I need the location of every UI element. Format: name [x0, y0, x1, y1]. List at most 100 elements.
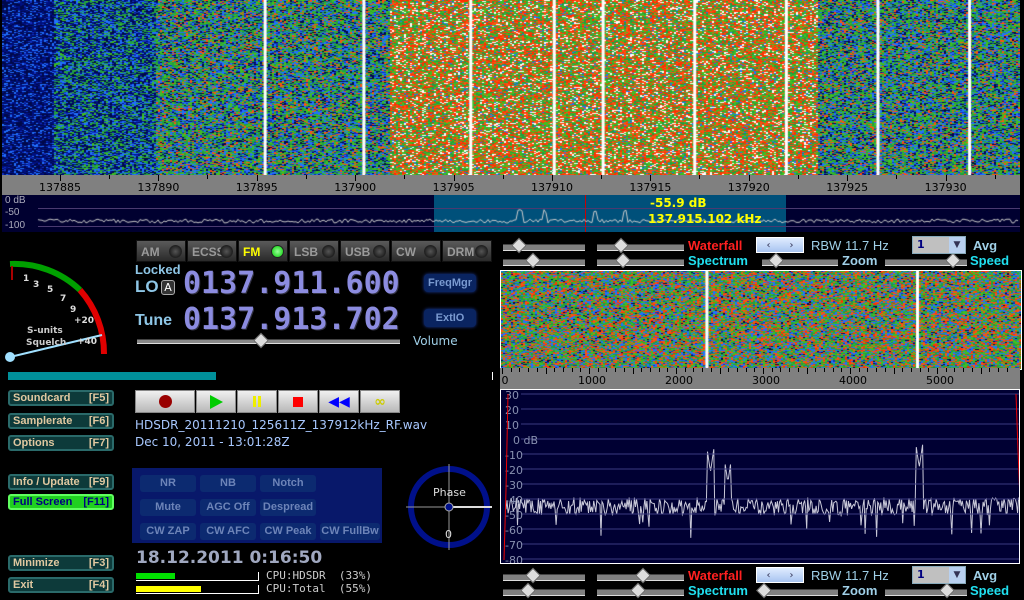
- avg-select[interactable]: 1 ▼: [912, 236, 966, 254]
- display-slider[interactable]: [503, 582, 585, 599]
- full-screen-button[interactable]: Full Screen [F11]: [8, 494, 114, 510]
- ruler-tick: [754, 368, 756, 372]
- display-slider[interactable]: [885, 582, 967, 599]
- y-tick-label: -20: [505, 464, 523, 477]
- lo-frequency-display[interactable]: 0137.911.600: [183, 266, 400, 301]
- ruler-tick: [256, 175, 258, 181]
- display-slider[interactable]: [762, 252, 838, 269]
- zoom-label: Zoom: [842, 583, 878, 598]
- exit-button[interactable]: Exit [F4]: [8, 577, 114, 593]
- display-slider[interactable]: [597, 252, 684, 269]
- slider-thumb[interactable]: [635, 567, 651, 584]
- slider-thumb[interactable]: [767, 252, 784, 269]
- slider-thumb[interactable]: [939, 582, 956, 599]
- display-slider[interactable]: [885, 252, 967, 269]
- dsp-button-notch[interactable]: Notch: [260, 475, 316, 492]
- freqmgr-button[interactable]: FreqMgr: [424, 274, 476, 292]
- main-waterfall[interactable]: [2, 0, 1020, 175]
- avg-select[interactable]: 1 ▼: [912, 566, 966, 584]
- dsp-button-agc-off[interactable]: AGC Off: [200, 499, 256, 516]
- led-indicator-icon: [475, 245, 488, 258]
- squelch-label: Squelch: [26, 338, 67, 348]
- ruler-tick: [641, 368, 643, 372]
- info-update-button[interactable]: Info / Update [F9]: [8, 474, 114, 490]
- chevron-left-icon[interactable]: ‹: [766, 239, 771, 251]
- filter-edge-marker[interactable]: [503, 393, 509, 561]
- mode-button-am[interactable]: AM: [136, 240, 186, 262]
- dsp-button-cw-afc[interactable]: CW AFC: [200, 523, 256, 540]
- pause-button[interactable]: [237, 390, 277, 413]
- mode-button-usb[interactable]: USB: [340, 240, 390, 262]
- loop-button[interactable]: ∞: [360, 390, 400, 413]
- samplerate-button[interactable]: Samplerate [F6]: [8, 413, 114, 429]
- rewind-button[interactable]: ◀◀: [319, 390, 359, 413]
- display-slider[interactable]: [597, 582, 684, 599]
- dsp-button-despread[interactable]: Despread: [260, 499, 316, 516]
- rbw-stepper[interactable]: ‹ ›: [756, 237, 804, 253]
- chevron-right-icon[interactable]: ›: [789, 239, 794, 251]
- lo-lock-badge[interactable]: A: [161, 280, 175, 295]
- ruler-label: 137895: [235, 181, 278, 194]
- minimize-button[interactable]: Minimize [F3]: [8, 555, 114, 571]
- ruler-tick: [763, 368, 764, 374]
- ruler-tick: [606, 368, 608, 372]
- s-meter-scale-label: 3: [33, 280, 40, 290]
- led-indicator-icon: [424, 245, 437, 258]
- dsp-button-cw-fullbw[interactable]: CW FullBw: [320, 523, 380, 540]
- extio-button[interactable]: ExtIO: [424, 309, 476, 327]
- mode-button-lsb[interactable]: LSB: [289, 240, 339, 262]
- slider-thumb[interactable]: [519, 582, 536, 599]
- soundcard-button[interactable]: Soundcard [F5]: [8, 390, 114, 406]
- ruler-tick: [519, 368, 521, 372]
- rf-frequency-ruler[interactable]: 137885 137890 137895 137900 137905 137910 1379…: [2, 175, 1020, 195]
- slider-thumb[interactable]: [511, 237, 528, 254]
- stop-button[interactable]: [278, 390, 318, 413]
- cpu-meter: [136, 572, 259, 581]
- af-frequency-ruler[interactable]: 0 1000 2000 3000 4000 5000: [500, 368, 1020, 389]
- ruler-tick: [736, 368, 738, 372]
- mode-button-ecss[interactable]: ECSS: [187, 240, 237, 262]
- slider-thumb[interactable]: [525, 252, 542, 269]
- filter-edge-marker[interactable]: [1015, 393, 1020, 500]
- dsp-button-cw-peak[interactable]: CW Peak: [260, 523, 316, 540]
- slider-thumb[interactable]: [615, 252, 631, 269]
- button-label: Minimize: [13, 557, 60, 569]
- options-button[interactable]: Options [F7]: [8, 435, 114, 451]
- display-slider[interactable]: [503, 237, 585, 254]
- display-slider[interactable]: [755, 582, 838, 599]
- slider-thumb[interactable]: [630, 582, 646, 599]
- rbw-stepper[interactable]: ‹ ›: [756, 567, 804, 583]
- slider-thumb[interactable]: [613, 237, 630, 254]
- af-spectrum[interactable]: 30 20 10 0 dB -10 -20 -30 -40 -50 -60 -70 -80: [500, 389, 1020, 564]
- display-slider[interactable]: [597, 567, 684, 584]
- mode-button-cw[interactable]: CW: [391, 240, 441, 262]
- dsp-button-mute[interactable]: Mute: [140, 499, 196, 516]
- y-tick-label: -30: [505, 479, 523, 492]
- mode-button-drm[interactable]: DRM: [442, 240, 492, 262]
- slider-thumb[interactable]: [525, 567, 542, 584]
- display-slider[interactable]: [503, 567, 585, 584]
- chevron-down-icon: ▼: [949, 567, 965, 583]
- ruler-label: 137905: [432, 181, 475, 194]
- chevron-right-icon[interactable]: ›: [789, 569, 794, 581]
- rf-spectrum[interactable]: 0 dB -50 -100 -55.9 dB 137.915.102 kHz: [2, 195, 1020, 232]
- play-button[interactable]: [196, 390, 236, 413]
- record-button[interactable]: [135, 390, 195, 413]
- button-label: Soundcard: [13, 392, 71, 404]
- ruler-tick: [989, 368, 991, 372]
- display-slider[interactable]: [503, 252, 585, 269]
- ruler-tick: [945, 368, 947, 372]
- phase-dial[interactable]: [404, 462, 494, 552]
- slider-thumb[interactable]: [755, 582, 772, 599]
- dsp-button-nb[interactable]: NB: [200, 475, 256, 492]
- tune-frequency-display[interactable]: 0137.913.702: [183, 302, 400, 337]
- slider-thumb[interactable]: [945, 252, 961, 269]
- volume-slider[interactable]: [137, 332, 400, 349]
- chevron-left-icon[interactable]: ‹: [766, 569, 771, 581]
- dsp-button-cw-zap[interactable]: CW ZAP: [140, 523, 196, 540]
- dsp-button-nr[interactable]: NR: [140, 475, 196, 492]
- s-meter[interactable]: [0, 252, 115, 367]
- display-slider[interactable]: [597, 237, 684, 254]
- mode-button-fm[interactable]: FM: [238, 240, 288, 262]
- af-waterfall[interactable]: [500, 270, 1022, 370]
